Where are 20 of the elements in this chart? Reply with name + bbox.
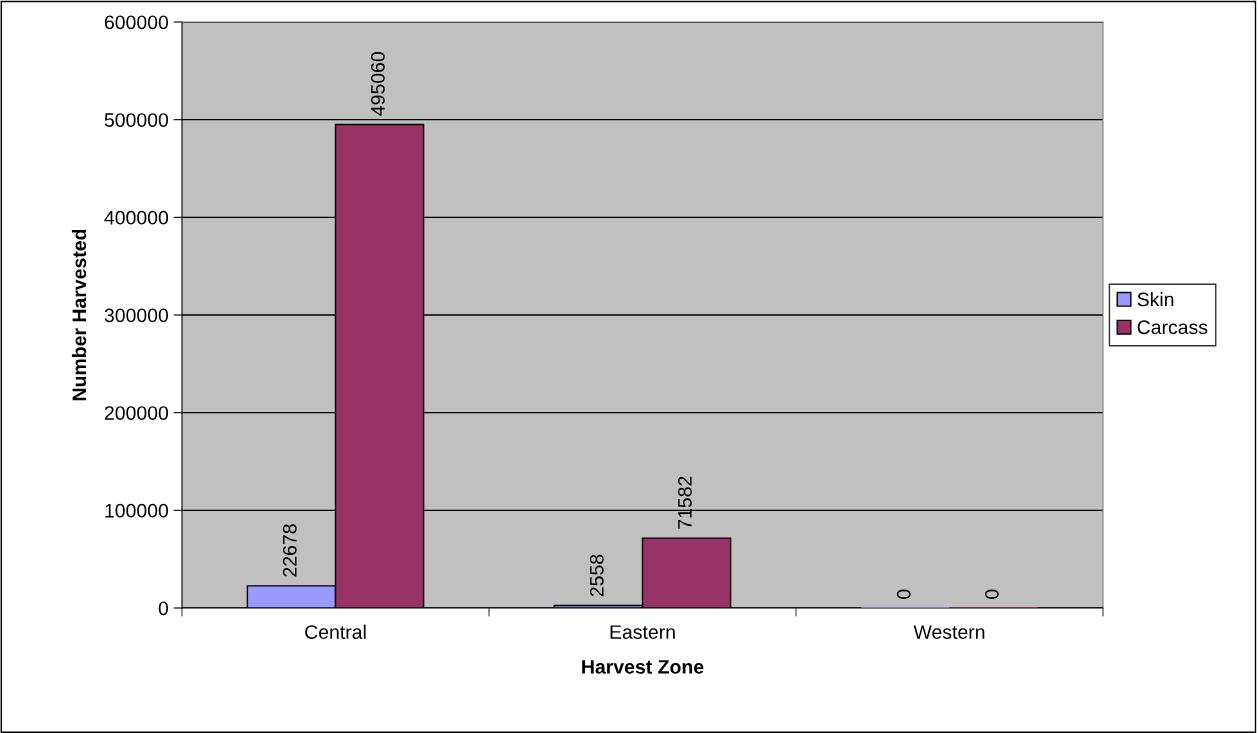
y-tick-label: 600000	[104, 15, 169, 30]
x-tick-label: Eastern	[610, 625, 675, 639]
x-tick-label: Central	[305, 624, 366, 639]
data-label: 2558	[589, 554, 604, 597]
y-tick-label: 300000	[104, 308, 169, 323]
y-tick-label: 100000	[105, 503, 169, 518]
data-label: 0	[985, 589, 999, 599]
x-axis-title: Harvest Zone	[582, 660, 704, 674]
y-tick-label: 200000	[104, 406, 169, 420]
y-tick-label: 0	[158, 601, 169, 616]
x-tick-label: Western	[913, 625, 985, 639]
data-label: 0	[896, 589, 911, 599]
y-tick-label: 500000	[104, 113, 169, 127]
y-axis-title: Number Harvested	[71, 229, 87, 401]
y-tick-label: 400000	[104, 210, 169, 225]
data-label: 22678	[282, 524, 297, 577]
data-label: 495060	[371, 52, 385, 116]
data-label: 71582	[678, 476, 692, 529]
legend-label: Skin	[1137, 292, 1174, 307]
legend-label: Carcass	[1137, 320, 1208, 335]
